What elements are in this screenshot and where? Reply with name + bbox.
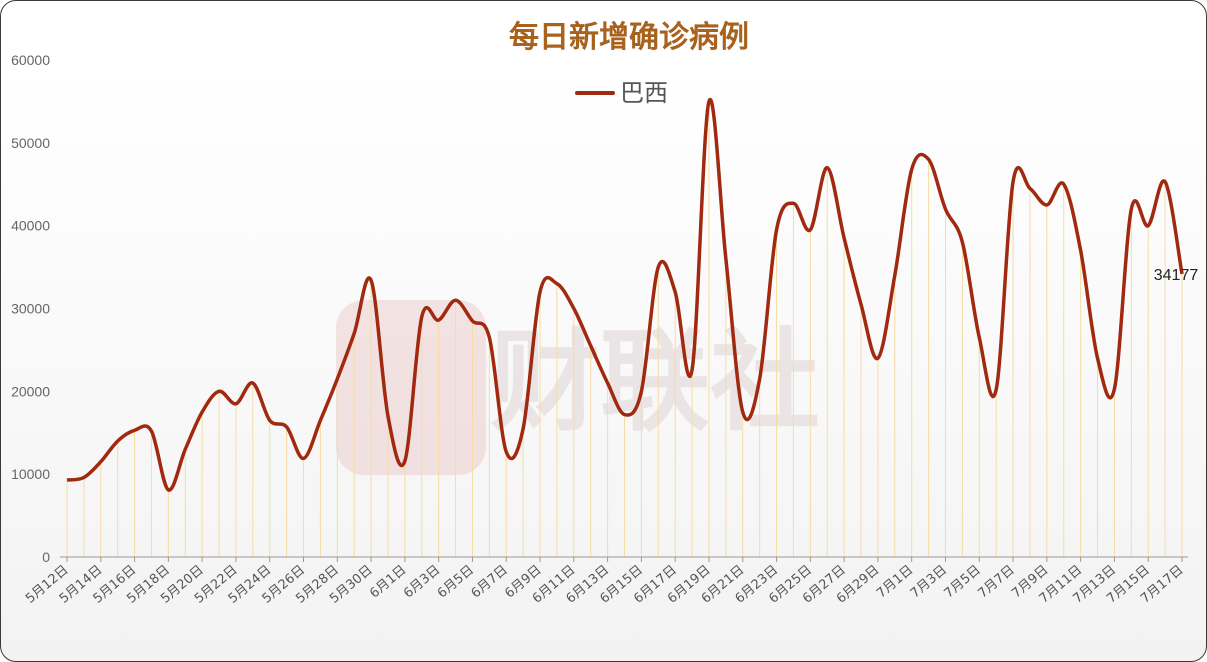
gridlines — [66, 101, 1183, 557]
legend-label: 巴西 — [620, 79, 668, 107]
x-tick-label: 7月7日 — [975, 563, 1017, 602]
y-tick-label: 60000 — [11, 52, 50, 68]
series-line-brazil — [66, 97, 1184, 492]
chart-title: 每日新增确诊病例 — [509, 20, 749, 55]
x-tick-label: 6月1日 — [367, 563, 409, 602]
legend[interactable]: 巴西 — [575, 79, 668, 107]
y-tick-label: 40000 — [11, 218, 50, 234]
last-value-label: 34177 — [1154, 267, 1199, 284]
watermark-logo — [336, 300, 486, 475]
y-tick-label: 30000 — [11, 301, 50, 317]
y-axis: 0 10000 20000 30000 40000 50000 60000 — [11, 52, 50, 565]
watermark: 财联社 — [336, 300, 820, 475]
y-tick-label: 0 — [42, 549, 50, 565]
x-tick-label: 7月1日 — [874, 563, 916, 602]
y-tick-label: 50000 — [11, 135, 50, 151]
x-tick-label: 7月3日 — [908, 563, 950, 602]
x-axis: 5月12日5月14日5月16日5月18日5月20日5月22日5月24日5月26日… — [23, 557, 1187, 607]
x-tick-label: 6月3日 — [401, 563, 443, 602]
x-tick-label: 6月5日 — [435, 563, 477, 602]
y-tick-label: 10000 — [11, 466, 50, 482]
y-tick-label: 20000 — [11, 383, 50, 399]
x-tick-label: 6月7日 — [469, 563, 511, 602]
watermark-text: 财联社 — [490, 318, 820, 446]
x-tick-label: 7月5日 — [942, 563, 984, 602]
